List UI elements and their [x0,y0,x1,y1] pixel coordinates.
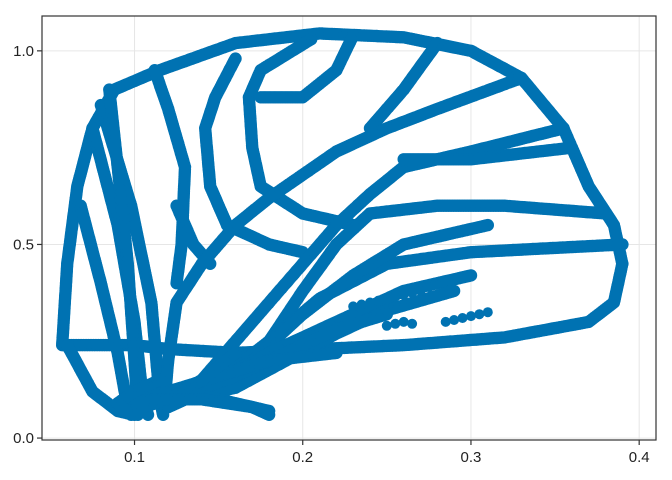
scatter-point [373,295,384,306]
scatter-point [170,277,183,290]
scatter-point [398,316,409,327]
scatter-point [397,153,410,166]
scatter-point [482,307,493,318]
x-tick-label: 0.3 [461,449,482,466]
scatter-point [440,316,451,327]
y-tick-label: 0.5 [13,236,34,253]
scatter-point [136,400,150,414]
scatter-point [390,318,401,329]
scatter-point [449,315,460,325]
axes: 0.1 0.2 0.3 0.4 0.0 0.5 1.0 [13,15,657,466]
scatter-point [474,309,485,320]
scatter-point [407,318,418,329]
scatter-point [466,311,476,322]
scatter-point [119,404,133,418]
scatter-point [348,301,359,312]
scatter-point [356,299,367,310]
scatter-point [365,297,375,308]
x-tick-label: 0.1 [124,449,145,466]
scatter-marks [56,27,629,421]
x-tick-label: 0.2 [292,449,313,466]
scatter-point [407,287,418,298]
scatter-point [415,285,426,296]
scatter-point [390,291,401,302]
scatter-point [254,91,267,104]
scatter-point [423,282,434,293]
scatter-point [381,320,392,331]
scatter-point [398,289,409,300]
y-tick-label: 0.0 [13,430,34,447]
scatter-point [381,293,392,304]
plot-frame [41,15,657,441]
scatter-point [262,408,276,421]
x-tick-label: 0.4 [629,449,650,466]
scatter-point [457,313,468,323]
y-tick-label: 1.0 [13,43,34,60]
